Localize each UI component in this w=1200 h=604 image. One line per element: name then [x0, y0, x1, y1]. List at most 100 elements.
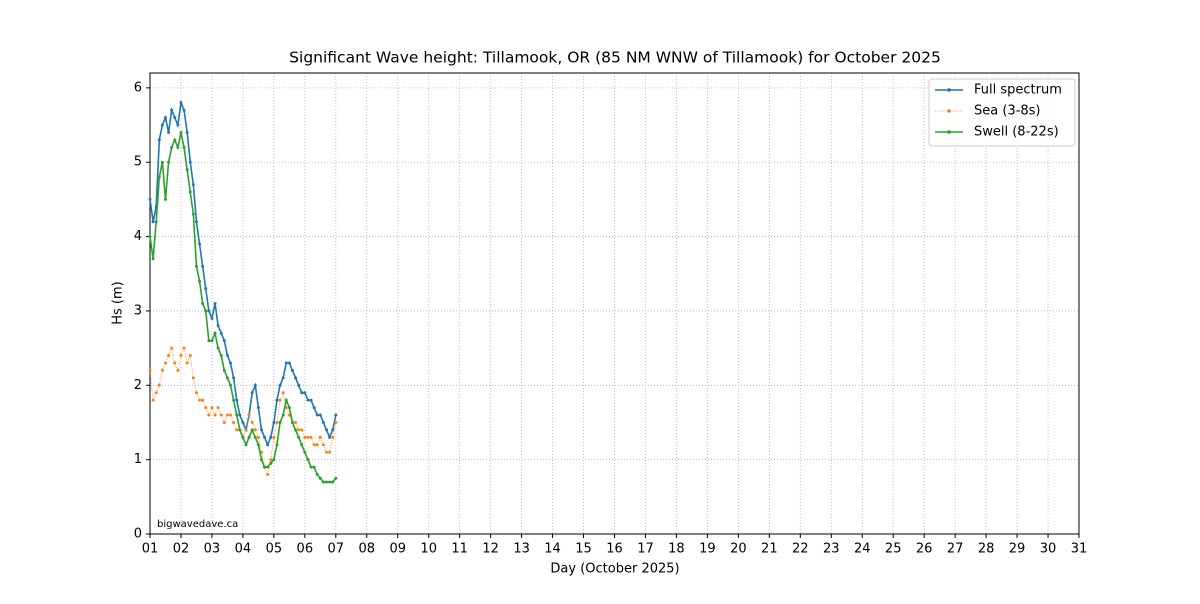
data-point [151, 257, 155, 261]
data-point [170, 346, 174, 350]
x-tick-label: 06 [297, 542, 314, 557]
data-point [176, 145, 180, 149]
data-point [315, 443, 319, 447]
y-tick-label: 6 [134, 80, 142, 95]
data-point [148, 197, 152, 201]
data-point [281, 413, 285, 417]
data-point [269, 435, 273, 439]
data-point [151, 398, 155, 402]
x-tick-label: 17 [637, 542, 654, 557]
data-point [185, 130, 189, 134]
data-point [213, 302, 217, 305]
x-tick-label: 03 [204, 542, 221, 557]
data-point [170, 108, 174, 112]
x-tick-label: 10 [420, 542, 437, 557]
data-point [325, 450, 329, 454]
y-tick-label: 3 [134, 303, 142, 318]
data-point [312, 465, 316, 469]
data-point [303, 391, 307, 395]
data-point [160, 160, 164, 164]
data-point [306, 458, 310, 462]
data-point [294, 428, 298, 432]
data-point [167, 354, 171, 358]
data-point [256, 435, 260, 439]
legend-marker [947, 109, 951, 113]
data-point [284, 361, 288, 365]
data-point [163, 197, 167, 201]
data-point [294, 376, 298, 380]
data-point [306, 398, 310, 402]
data-point [244, 428, 248, 432]
data-point [300, 428, 304, 432]
y-tick-label: 5 [134, 155, 142, 170]
data-point [201, 264, 205, 268]
data-point [259, 458, 263, 462]
data-point [198, 279, 202, 283]
data-point [331, 480, 335, 484]
data-point [281, 376, 285, 380]
data-point [334, 476, 338, 480]
data-point [235, 413, 239, 417]
x-tick-label: 13 [513, 542, 530, 557]
data-point [219, 413, 223, 417]
data-point [318, 476, 322, 480]
data-point [253, 435, 257, 439]
data-point [182, 145, 186, 149]
data-point [207, 309, 211, 313]
data-point [272, 435, 276, 439]
x-tick-label: 04 [235, 542, 252, 557]
data-point [275, 443, 279, 447]
data-point [213, 331, 217, 335]
data-point [194, 264, 198, 268]
data-point [216, 406, 220, 410]
y-tick-label: 1 [134, 452, 142, 467]
x-tick-label: 15 [575, 542, 592, 557]
data-point [232, 376, 236, 380]
x-tick-label: 21 [761, 542, 778, 557]
data-point [259, 428, 263, 432]
data-point [176, 123, 180, 127]
data-point [210, 316, 214, 320]
data-point [303, 450, 307, 454]
data-point [247, 435, 251, 439]
data-point [204, 406, 208, 410]
data-point [198, 398, 202, 402]
y-axis-label: Hs (m) [111, 281, 126, 325]
data-point [188, 160, 192, 164]
data-point [191, 376, 195, 380]
x-tick-label: 29 [1009, 542, 1026, 557]
data-point [309, 465, 313, 469]
data-point [179, 354, 183, 358]
data-point [297, 435, 301, 439]
data-point [222, 420, 226, 424]
data-point [321, 420, 325, 424]
data-point [222, 368, 226, 372]
data-point [318, 435, 322, 439]
data-point [219, 331, 223, 335]
data-point [287, 361, 291, 365]
data-point [176, 368, 180, 372]
data-point [210, 339, 214, 343]
legend-label: Swell (8-22s) [974, 125, 1059, 140]
data-point [216, 324, 220, 328]
data-point [235, 428, 239, 432]
data-point [179, 101, 183, 105]
data-point [266, 465, 270, 469]
data-point [275, 420, 279, 424]
data-point [256, 443, 260, 447]
data-point [247, 413, 251, 417]
data-point [210, 406, 214, 410]
data-point [194, 391, 198, 395]
data-point [213, 413, 217, 417]
x-tick-label: 12 [482, 542, 499, 557]
data-point [185, 361, 189, 365]
data-point [241, 420, 245, 424]
data-point [216, 346, 220, 350]
y-tick-label: 2 [134, 378, 142, 393]
data-point [287, 406, 291, 410]
legend-box [928, 78, 1076, 147]
data-point [238, 413, 242, 417]
data-point [154, 391, 158, 395]
data-point [160, 368, 164, 372]
data-point [253, 428, 257, 432]
